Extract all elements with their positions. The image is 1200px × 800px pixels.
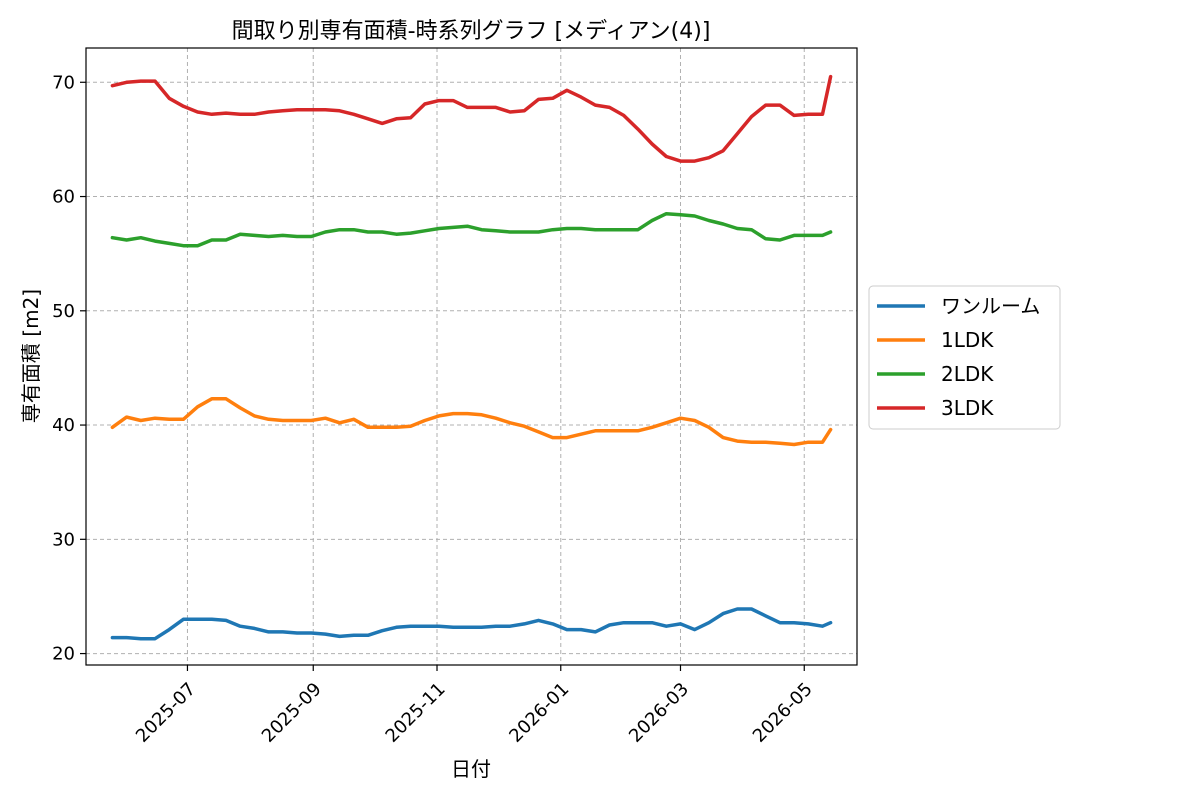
legend-box [868,285,1061,430]
y-tick-label: 70 [52,72,75,93]
y-axis-ticks: 20 30 40 50 60 70 [52,72,86,665]
y-axis-label: 専有面積 [m2] [19,289,43,423]
y-tick-label: 30 [52,529,75,550]
series-line-4 [110,74,833,163]
plot-frame [85,47,858,666]
grid-lines [86,48,857,665]
series-line-1 [110,607,833,641]
x-tick-label: 2025-09 [258,679,326,747]
legend: ワンルーム 1LDK 2LDK 3LDK [868,285,1061,430]
y-tick-label: 60 [52,187,75,208]
legend-label: 3LDK [941,396,994,420]
legend-label: 2LDK [941,362,994,386]
legend-label: ワンルーム [941,294,1040,318]
y-tick-label: 40 [52,415,75,436]
y-tick-label: 50 [52,301,75,322]
x-tick-label: 2026-01 [505,679,573,747]
x-axis-label: 日付 [451,757,491,781]
series-line-2 [110,397,833,447]
chart-title: 間取り別専有面積-時系列グラフ [メディアン(4)] [232,19,711,44]
x-tick-label: 2025-11 [382,679,450,747]
x-tick-label: 2025-07 [132,679,200,747]
y-tick-label: 20 [52,644,75,665]
x-tick-label: 2026-03 [625,679,693,747]
x-axis-ticks: 2025-07 2025-09 2025-11 2026-01 2026-03 2026-… [132,665,817,747]
legend-label: 1LDK [941,328,994,352]
x-tick-label: 2026-05 [749,679,817,747]
series-lines [110,74,833,641]
series-line-3 [110,211,833,248]
